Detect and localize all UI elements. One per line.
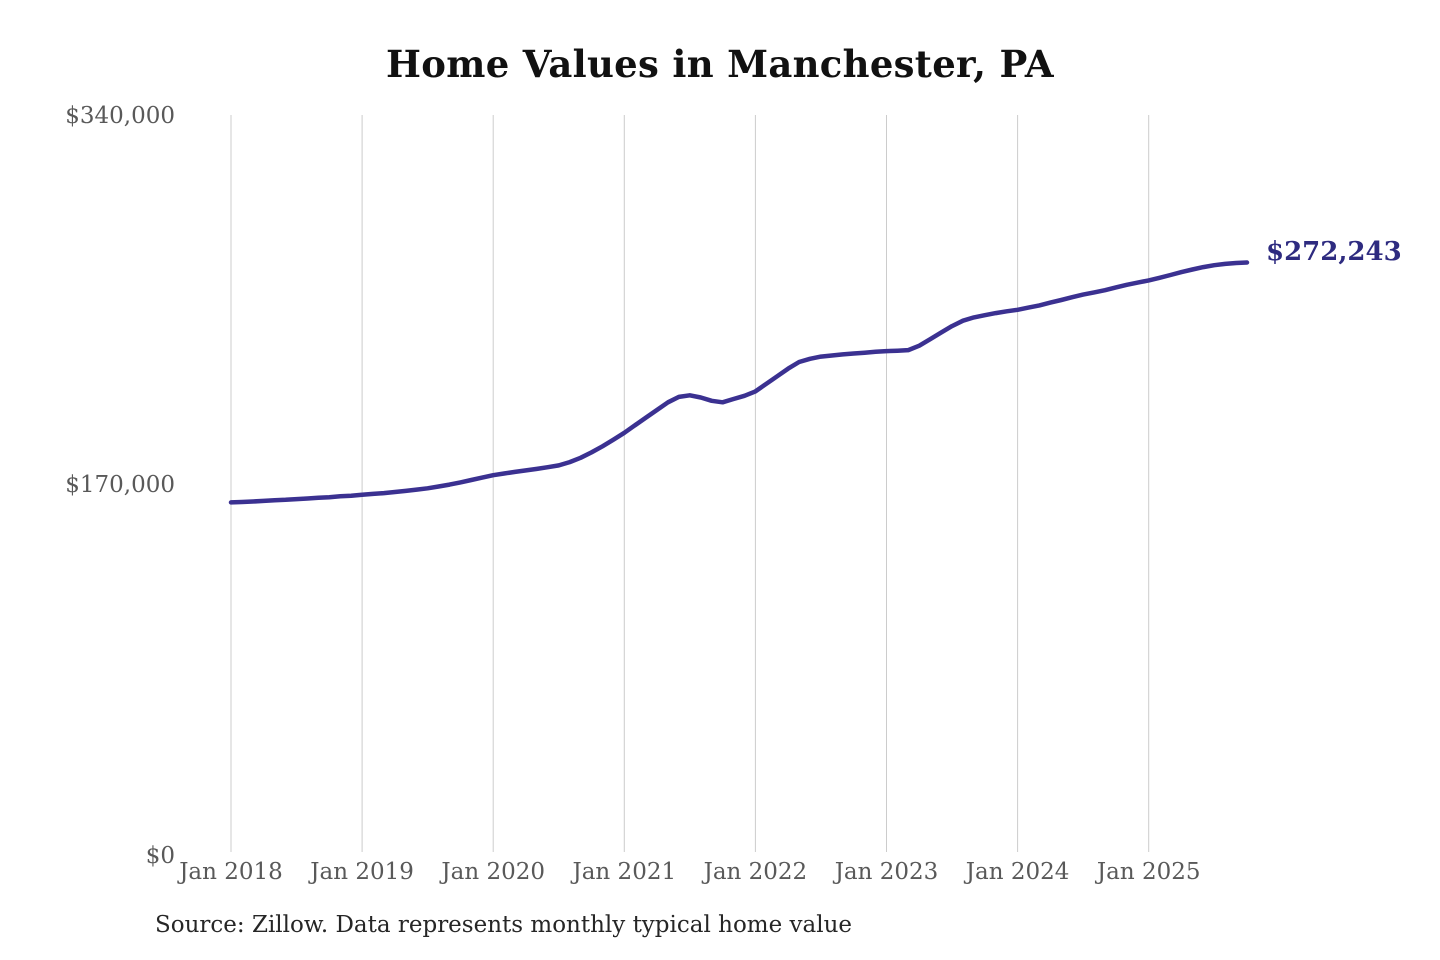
x-tick-label: Jan 2024	[965, 859, 1070, 885]
x-tick-label: Jan 2025	[1096, 859, 1201, 885]
chart-title: Home Values in Manchester, PA	[386, 42, 1054, 86]
source-note: Source: Zillow. Data represents monthly …	[155, 912, 853, 938]
y-tick-170000: $170,000	[65, 472, 175, 498]
x-tick-label: Jan 2020	[441, 859, 545, 885]
y-tick-340000: $340,000	[65, 103, 175, 129]
x-tick-label: Jan 2018	[179, 859, 283, 885]
x-tick-label: Jan 2021	[572, 859, 677, 885]
y-tick-0: $0	[145, 843, 175, 869]
x-tick-label: Jan 2023	[834, 859, 939, 885]
end-value-label: $272,243	[1266, 237, 1402, 267]
home-value-line	[228, 260, 1250, 505]
x-tick-label: Jan 2019	[310, 859, 414, 885]
x-tick-label: Jan 2022	[703, 859, 808, 885]
